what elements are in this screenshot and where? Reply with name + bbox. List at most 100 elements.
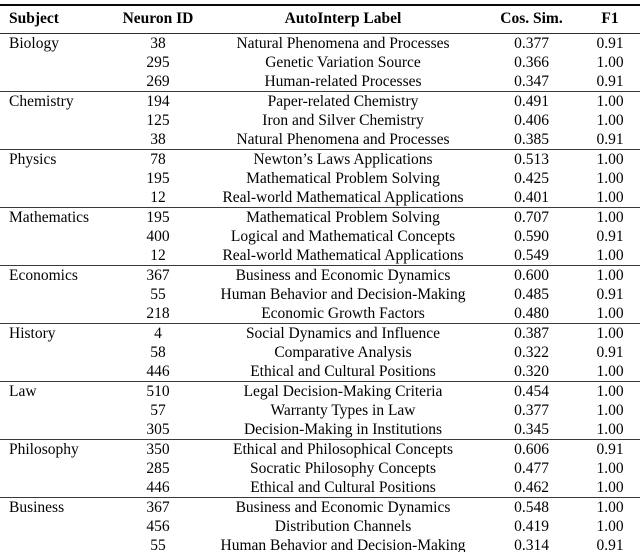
f1-cell: 1.00 [580,497,640,517]
cos-sim-cell: 0.401 [514,189,549,206]
f1-cell: 1.00 [596,189,624,206]
subject-cell: Business [0,497,113,517]
f1-cell: 1.00 [596,518,624,535]
f1-cell: 1.00 [596,363,624,380]
neuron-id-cell: 218 [146,305,170,322]
table-row: 305 Decision-Making in Institutions 0.345 1… [0,420,640,440]
subject-cell [0,304,113,324]
f1-cell: 1.00 [596,112,624,129]
f1-cell: 0.91 [580,439,640,459]
subject-cell [0,227,113,246]
f1-cell: 1.00 [596,402,624,419]
subject-cell [0,285,113,304]
subject-cell: Mathematics [0,207,113,227]
autointerp-label-cell: Paper-related Chemistry [203,91,483,111]
cos-sim-cell: 0.707 [483,207,580,227]
table-row: 55 Human Behavior and Decision-Making 0.48… [0,285,640,304]
subject-cell [0,130,113,150]
cos-sim-cell: 0.385 [514,131,549,148]
table-body: Biology 38 Natural Phenomena and Processes… [0,34,640,552]
cos-sim-cell: 0.425 [514,170,549,187]
autointerp-label-cell: Warranty Types in Law [270,402,416,419]
f1-cell: 1.00 [580,323,640,343]
table-row: Chemistry 194 Paper-related Chemistry 0.491… [0,91,640,111]
neuron-id-cell: 400 [146,228,170,245]
f1-cell: 1.00 [580,149,640,169]
neuron-id-cell: 57 [150,402,166,419]
autointerp-label-cell: Natural Phenomena and Processes [236,35,450,52]
neuron-id-cell: 195 [113,207,203,227]
table-row: 57 Warranty Types in Law 0.377 1.00 [0,401,640,420]
f1-cell: 0.91 [596,131,624,148]
autointerp-label-cell: Mathematical Problem Solving [246,170,440,187]
subject-cell: Biology [9,35,59,52]
subject-cell: Chemistry [0,91,113,111]
autointerp-label-cell: Human Behavior and Decision-Making [220,286,466,303]
autointerp-label-cell: Iron and Silver Chemistry [262,112,424,129]
autointerp-label-cell: Logical and Mathematical Concepts [230,228,456,245]
table-row: 195 Mathematical Problem Solving 0.425 1.00 [0,169,640,188]
subject-cell [0,401,113,420]
f1-cell: 1.00 [596,460,624,477]
neuron-id-cell: 78 [113,149,203,169]
subject-cell: Physics [0,149,113,169]
table-row: 446 Ethical and Cultural Positions 0.320 1.… [0,362,640,382]
neuron-id-cell: 367 [113,265,203,285]
autointerp-label-cell: Newton’s Laws Applications [203,149,483,169]
autointerp-label-cell: Business and Economic Dynamics [203,497,483,517]
neuron-id-cell: 55 [150,286,166,303]
neuron-id-cell: 58 [150,344,166,361]
neuron-id-cell: 195 [146,170,170,187]
cos-sim-cell: 0.480 [514,305,549,322]
f1-cell: 1.00 [580,207,640,227]
column-header-subject: Subject [0,5,113,34]
autointerp-label-cell: Ethical and Philosophical Concepts [203,439,483,459]
autointerp-label-cell: Distribution Channels [274,518,412,535]
column-header-cos-sim: Cos. Sim. [483,5,580,34]
table-row: 12 Real-world Mathematical Applications 0.… [0,246,640,266]
cos-sim-cell: 0.377 [514,402,549,419]
f1-cell: 0.91 [596,228,624,245]
f1-cell: 1.00 [596,170,624,187]
subject-cell [0,72,113,92]
subject-cell [0,420,113,440]
subject-cell: History [0,323,113,343]
cos-sim-cell: 0.590 [514,228,549,245]
subject-cell [0,188,113,208]
cos-sim-cell: 0.314 [514,537,549,552]
table-row: 58 Comparative Analysis 0.322 0.91 [0,343,640,362]
autointerp-label-cell: Decision-Making in Institutions [243,421,443,438]
autointerp-label-cell: Human Behavior and Decision-Making [220,537,466,552]
f1-cell: 1.00 [580,91,640,111]
neuron-id-cell: 269 [146,73,170,90]
f1-cell: 1.00 [580,381,640,401]
neuron-id-cell: 295 [146,54,170,71]
neuron-id-cell: 446 [146,363,170,380]
autointerp-label-cell: Ethical and Cultural Positions [250,479,436,496]
autointerp-label-cell: Comparative Analysis [274,344,412,361]
f1-cell: 0.91 [596,35,624,52]
cos-sim-cell: 0.320 [514,363,549,380]
cos-sim-cell: 0.477 [514,460,549,477]
autointerp-label-cell: Human-related Processes [264,73,422,90]
table-row: 55 Human Behavior and Decision-Making 0.31… [0,536,640,552]
neuron-id-cell: 55 [150,537,166,552]
cos-sim-cell: 0.548 [483,497,580,517]
table-row: 400 Logical and Mathematical Concepts 0.59… [0,227,640,246]
table-row: 38 Natural Phenomena and Processes 0.385 0.… [0,130,640,150]
neuron-id-cell: 4 [113,323,203,343]
autointerp-label-cell: Natural Phenomena and Processes [236,131,450,148]
cos-sim-cell: 0.549 [514,247,549,264]
neuron-id-cell: 12 [150,247,166,264]
subject-cell [0,362,113,382]
table-row: 218 Economic Growth Factors 0.480 1.00 [0,304,640,324]
subject-cell [0,459,113,478]
cos-sim-cell: 0.345 [514,421,549,438]
f1-cell: 1.00 [596,421,624,438]
autointerp-label-cell: Social Dynamics and Influence [203,323,483,343]
neuron-id-cell: 446 [146,479,170,496]
neuron-id-cell: 38 [150,35,166,52]
autointerp-results-table: Subject Neuron ID AutoInterp Label Cos. … [0,4,640,552]
cos-sim-cell: 0.462 [514,479,549,496]
cos-sim-cell: 0.387 [483,323,580,343]
